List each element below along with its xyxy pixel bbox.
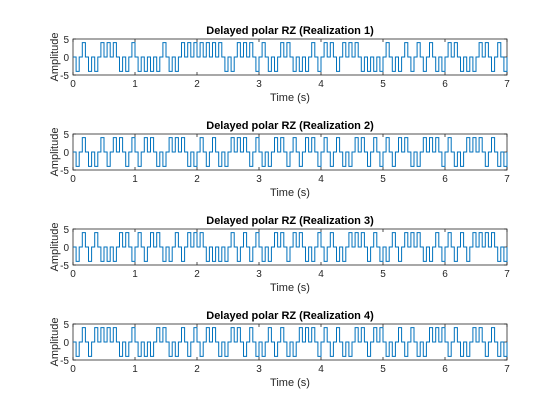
x-tick-label: 5 <box>380 269 386 280</box>
y-tick-label: -5 <box>60 261 69 272</box>
y-tick-label: 5 <box>63 320 69 331</box>
x-axis-label: Time (s) <box>270 92 310 104</box>
subplot-1: Delayed polar RZ (Realization 1) Amplitud… <box>49 25 510 104</box>
x-tick-label: 4 <box>318 174 324 185</box>
x-tick-label: 7 <box>504 174 510 185</box>
x-tick-label: 6 <box>442 174 448 185</box>
x-tick-label: 0 <box>70 79 76 90</box>
x-tick-label: 3 <box>256 79 262 90</box>
x-tick-label: 4 <box>318 79 324 90</box>
y-tick-label: 5 <box>63 225 69 236</box>
x-tick-label: 5 <box>380 364 386 375</box>
y-tick-label: -5 <box>60 71 69 82</box>
y-tick-label: -5 <box>60 166 69 177</box>
series-line <box>73 232 508 262</box>
y-axis-label: Amplitude <box>49 318 61 367</box>
x-tick-label: 7 <box>504 269 510 280</box>
x-tick-label: 1 <box>132 79 138 90</box>
x-tick-label: 2 <box>194 79 200 90</box>
x-tick-label: 0 <box>70 174 76 185</box>
y-axis-label: Amplitude <box>49 33 61 82</box>
series-line <box>73 137 508 167</box>
x-tick-label: 5 <box>380 79 386 90</box>
subplot-3: Delayed polar RZ (Realization 3) Amplitud… <box>49 215 510 294</box>
x-tick-label: 0 <box>70 364 76 375</box>
x-tick-label: 5 <box>380 174 386 185</box>
x-tick-label: 6 <box>442 364 448 375</box>
x-tick-label: 7 <box>504 364 510 375</box>
y-tick-label: 5 <box>63 35 69 46</box>
x-tick-label: 4 <box>318 364 324 375</box>
y-tick-label: 0 <box>63 243 69 254</box>
x-tick-label: 1 <box>132 174 138 185</box>
x-tick-label: 4 <box>318 269 324 280</box>
chart-title: Delayed polar RZ (Realization 4) <box>206 310 374 322</box>
x-tick-label: 2 <box>194 174 200 185</box>
subplot-2: Delayed polar RZ (Realization 2) Amplitud… <box>49 120 510 199</box>
x-axis-label: Time (s) <box>270 282 310 294</box>
x-tick-label: 3 <box>256 269 262 280</box>
subplot-4: Delayed polar RZ (Realization 4) Amplitud… <box>49 310 510 389</box>
x-tick-label: 3 <box>256 174 262 185</box>
chart-title: Delayed polar RZ (Realization 1) <box>206 25 374 37</box>
y-axis-label: Amplitude <box>49 223 61 272</box>
x-axis-label: Time (s) <box>270 377 310 389</box>
x-axis-label: Time (s) <box>270 187 310 199</box>
y-tick-label: -5 <box>60 356 69 367</box>
chart-title: Delayed polar RZ (Realization 2) <box>206 120 374 132</box>
x-tick-label: 7 <box>504 79 510 90</box>
x-tick-label: 6 <box>442 79 448 90</box>
x-tick-label: 3 <box>256 364 262 375</box>
series-line <box>73 327 508 357</box>
y-axis-label: Amplitude <box>49 128 61 177</box>
y-tick-label: 0 <box>63 148 69 159</box>
y-tick-label: 0 <box>63 53 69 64</box>
x-tick-label: 2 <box>194 364 200 375</box>
series-line <box>73 42 508 72</box>
chart-title: Delayed polar RZ (Realization 3) <box>206 215 374 227</box>
y-tick-label: 0 <box>63 338 69 349</box>
y-tick-label: 5 <box>63 130 69 141</box>
x-tick-label: 6 <box>442 269 448 280</box>
x-tick-label: 0 <box>70 269 76 280</box>
x-tick-label: 1 <box>132 269 138 280</box>
x-tick-label: 2 <box>194 269 200 280</box>
x-tick-label: 1 <box>132 364 138 375</box>
